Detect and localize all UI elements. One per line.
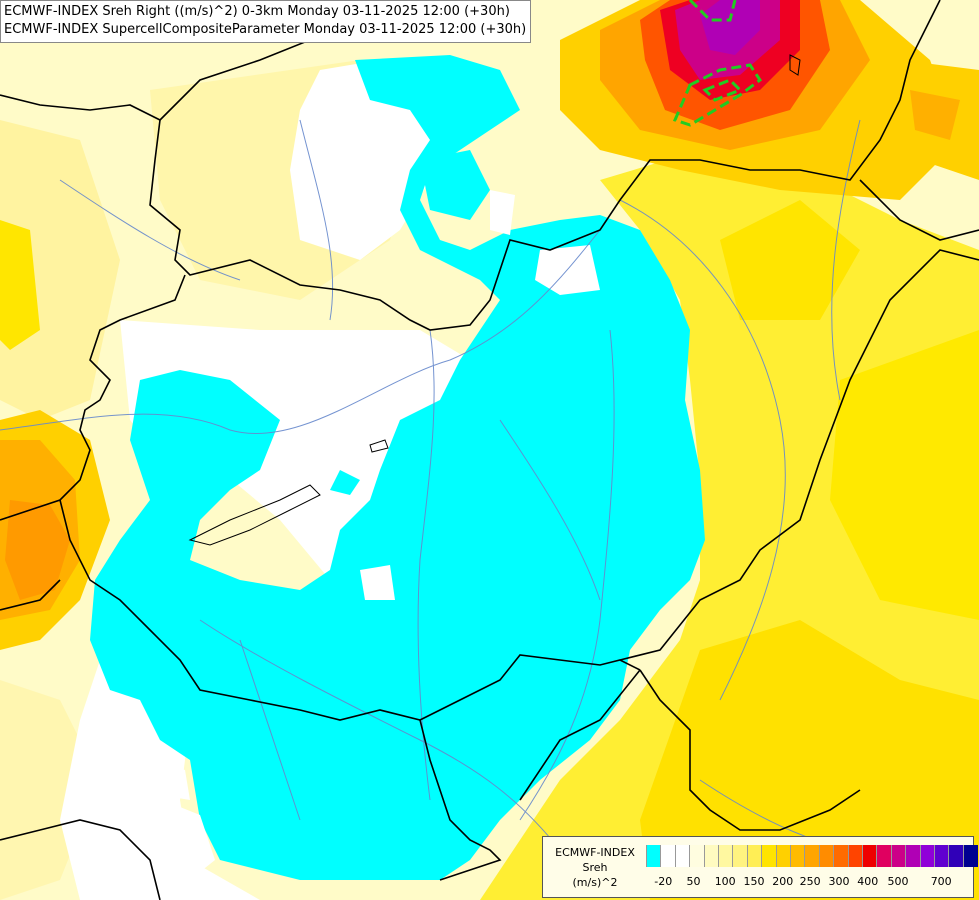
legend-swatch (876, 845, 892, 867)
lake-balaton (188, 484, 321, 546)
legend-swatch (790, 845, 806, 867)
legend-swatch (674, 845, 691, 867)
color-legend: ECMWF-INDEX Sreh (m/s)^2 -20 50 100 150 200 2… (542, 836, 979, 898)
legend-label-line1: ECMWF-INDEX (555, 846, 635, 859)
legend-tick-label: 100 (714, 875, 736, 888)
legend-tick-label: 700 (930, 875, 952, 888)
rivers (0, 119, 901, 861)
legend-tick-label: 500 (887, 875, 909, 888)
legend-label-line2: Sreh (582, 861, 608, 874)
legend-tick-label: 400 (857, 875, 879, 888)
legend-swatch (818, 845, 835, 867)
sreh-west-high-field (0, 220, 110, 650)
title-line-scp: ECMWF-INDEX SupercellCompositeParameter … (4, 22, 527, 37)
legend-tick-label: 200 (772, 875, 794, 888)
sreh-moderate-field (480, 150, 979, 900)
legend-swatch (775, 845, 791, 867)
legend-swatch (703, 845, 719, 867)
legend-label-line3: (m/s)^2 (572, 876, 618, 889)
legend-swatch (847, 845, 863, 867)
sreh-neutral-holes (150, 190, 600, 880)
legend-swatch (646, 845, 662, 867)
legend-swatch (862, 845, 878, 867)
legend-tick-label: 250 (799, 875, 821, 888)
legend-swatch (718, 845, 734, 867)
supercell-composite-contours (672, 0, 763, 127)
legend-swatch (732, 845, 748, 867)
legend-swatch (890, 845, 907, 867)
legend-swatch (804, 845, 820, 867)
legend-swatch (919, 845, 935, 867)
title-line-sreh: ECMWF-INDEX Sreh Right ((m/s)^2) 0-3km M… (4, 4, 510, 19)
legend-swatch (761, 845, 777, 867)
legend-swatch (962, 845, 979, 867)
legend-swatch (689, 845, 705, 867)
legend-label: ECMWF-INDEX Sreh (m/s)^2 (547, 845, 643, 890)
sreh-high-field (560, 0, 979, 200)
legend-swatch (746, 845, 763, 867)
legend-tick-label: 50 (686, 875, 701, 888)
legend-tick-label: -20 (654, 875, 673, 888)
legend-swatch (833, 845, 849, 867)
legend-swatch (905, 845, 921, 867)
legend-tick-label: 300 (828, 875, 850, 888)
legend-swatch (660, 845, 676, 867)
legend-tick-label: 150 (743, 875, 765, 888)
legend-swatch (948, 845, 964, 867)
legend-swatch (934, 845, 950, 867)
lakes (188, 54, 801, 546)
map-title-box: ECMWF-INDEX Sreh Right ((m/s)^2) 0-3km M… (0, 0, 532, 43)
